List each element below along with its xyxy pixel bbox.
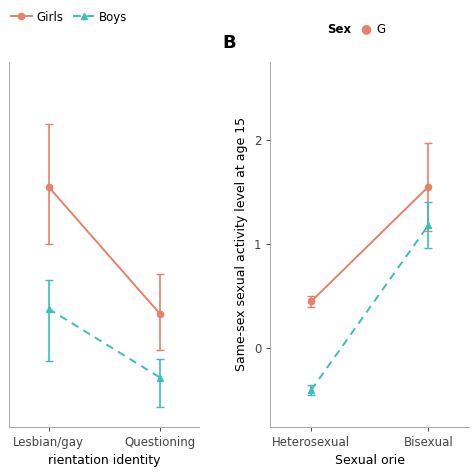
Legend: Girls, Boys: Girls, Boys [6, 6, 132, 28]
Text: B: B [223, 34, 237, 52]
X-axis label: Sexual orie: Sexual orie [335, 454, 405, 467]
Text: G: G [377, 23, 386, 36]
Y-axis label: Same-sex sexual activity level at age 15: Same-sex sexual activity level at age 15 [235, 117, 248, 371]
X-axis label: rientation identity: rientation identity [48, 454, 161, 467]
Text: Sex: Sex [327, 23, 351, 36]
Text: ●: ● [360, 23, 371, 36]
